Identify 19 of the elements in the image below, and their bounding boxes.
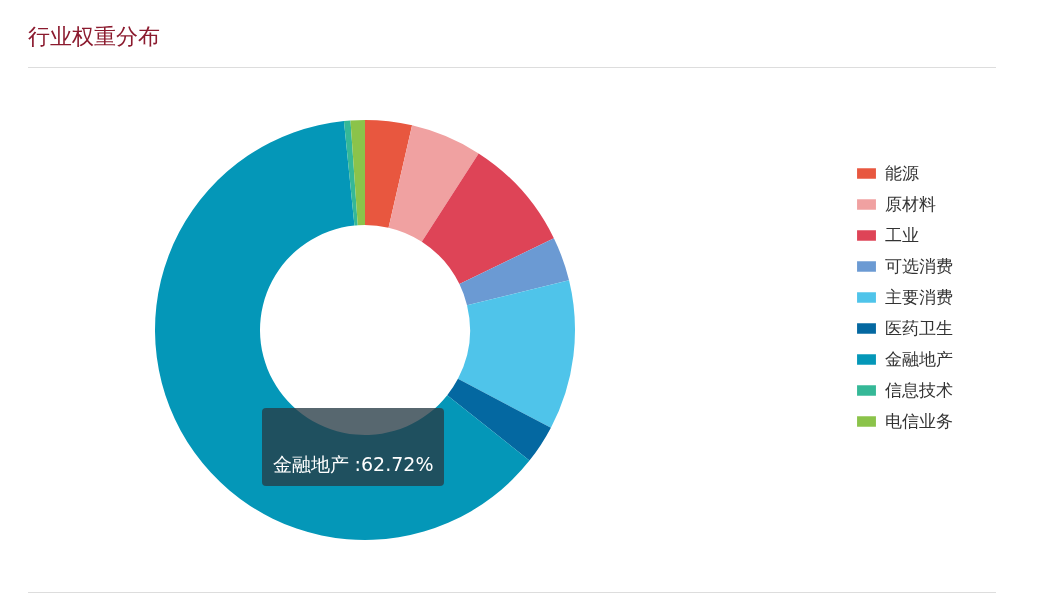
donut-slice (343, 120, 358, 226)
legend-label: 信息技术 (885, 379, 953, 400)
donut-slice (350, 120, 365, 226)
legend-label: 工业 (885, 224, 919, 245)
chart-title: 行业权重分布 (28, 23, 160, 51)
donut-slice (421, 153, 554, 285)
donut-slice (459, 238, 570, 306)
donut-slice (365, 120, 413, 228)
legend-label: 医药卫生 (885, 317, 953, 338)
donut-slice (447, 378, 551, 461)
donut-slice (457, 280, 575, 428)
legend-label: 可选消费 (885, 255, 953, 276)
legend-label: 电信业务 (885, 410, 953, 431)
legend-label: 原材料 (885, 193, 936, 214)
text: 金融地产 :62.72% (262, 408, 444, 486)
donut-slice (388, 125, 479, 242)
legend-label: 主要消费 (885, 286, 953, 307)
legend-label: 能源 (885, 162, 919, 183)
legend-label: 金融地产 (885, 348, 953, 369)
